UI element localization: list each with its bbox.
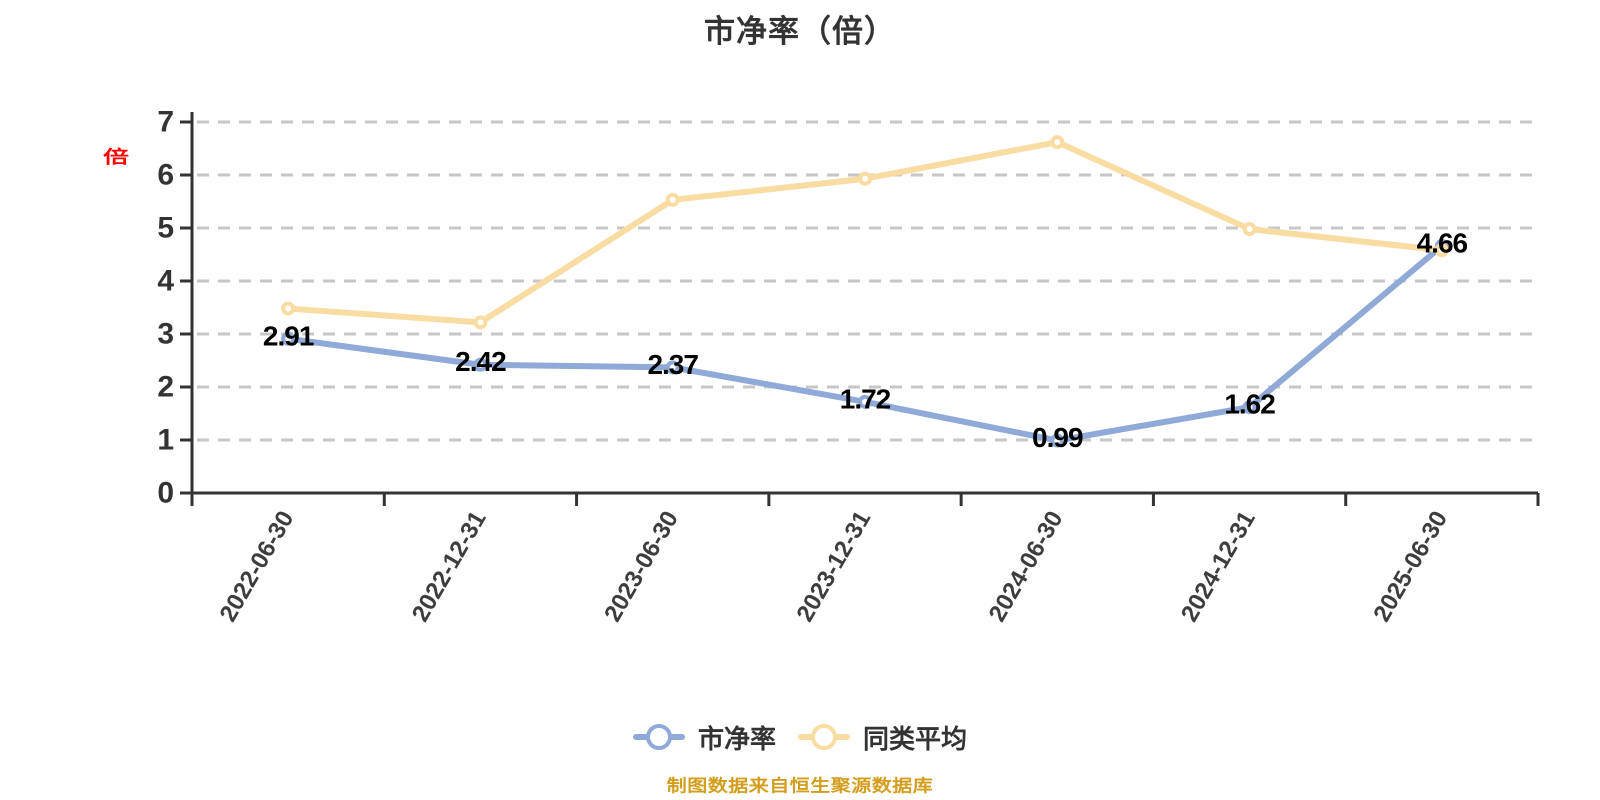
data-point-marker (665, 192, 680, 207)
y-axis-unit-label: 倍 (103, 146, 130, 168)
data-point-marker (281, 331, 296, 346)
legend-circle-icon (811, 724, 837, 750)
chart-title: 市净率（倍） (704, 14, 896, 49)
line-chart-canvas: 0 1 2 3 4 5 6 7 2022-06-30 2022-12-31 2023-06-30 20… (157, 106, 1540, 627)
data-point-value-label: 0.99 (1032, 422, 1083, 453)
data-point-marker (473, 315, 488, 330)
x-axis-tick-label: 2025-06-30 (1368, 507, 1453, 627)
y-axis-tick-label: 5 (157, 212, 174, 245)
x-axis-tick-label: 2023-12-31 (791, 507, 876, 627)
x-axis-tick-label: 2022-12-31 (407, 507, 492, 627)
legend-item-pb-ratio[interactable]: 市净率 (632, 719, 776, 756)
series-line-1 (285, 139, 1445, 326)
legend-circle-icon (645, 724, 672, 750)
x-axis-tick-label: 2024-12-31 (1176, 507, 1261, 627)
legend-item-category-average[interactable]: 同类平均 (798, 719, 967, 756)
data-point-marker (858, 171, 872, 186)
data-point-marker (1050, 135, 1065, 150)
data-point-marker (1050, 433, 1065, 448)
data-point-marker (281, 301, 296, 316)
data-source-note: 制图数据来自恒生聚源数据库 (666, 777, 934, 796)
y-axis-tick-label: 6 (157, 159, 174, 192)
legend: 市净率 同类平均 (0, 712, 1600, 762)
data-point-marker (1434, 243, 1449, 258)
data-point-marker (1242, 222, 1257, 237)
y-axis-tick-label: 3 (157, 318, 174, 351)
x-axis-tick-label: 2023-06-30 (599, 507, 684, 627)
x-axis-tick-label: 2024-06-30 (984, 507, 1069, 627)
data-point-marker (858, 394, 872, 409)
data-point-marker (473, 357, 488, 372)
legend-label-category-average: 同类平均 (863, 723, 968, 754)
data-point-value-label: 1.62 (1224, 389, 1275, 420)
y-axis-tick-label: 4 (157, 265, 174, 298)
line-series-marker-icon (798, 724, 850, 750)
data-point-value-label: 4.66 (1417, 228, 1468, 259)
data-point-value-label: 2.42 (455, 346, 506, 377)
y-axis-tick-label: 0 (157, 477, 174, 510)
y-axis-tick-label: 1 (157, 424, 174, 457)
y-axis-tick-label: 2 (157, 371, 174, 404)
line-series-marker-icon (632, 724, 685, 750)
y-axis-tick-label: 7 (157, 106, 174, 139)
data-point-marker (1242, 400, 1257, 415)
data-point-value-label: 2.37 (647, 349, 698, 380)
legend-label-pb-ratio: 市净率 (697, 723, 776, 754)
data-point-value-label: 1.72 (840, 383, 891, 414)
x-axis-tick-label: 2022-06-30 (215, 507, 300, 627)
data-point-marker (665, 360, 680, 375)
data-point-value-label: 2.91 (263, 320, 314, 351)
